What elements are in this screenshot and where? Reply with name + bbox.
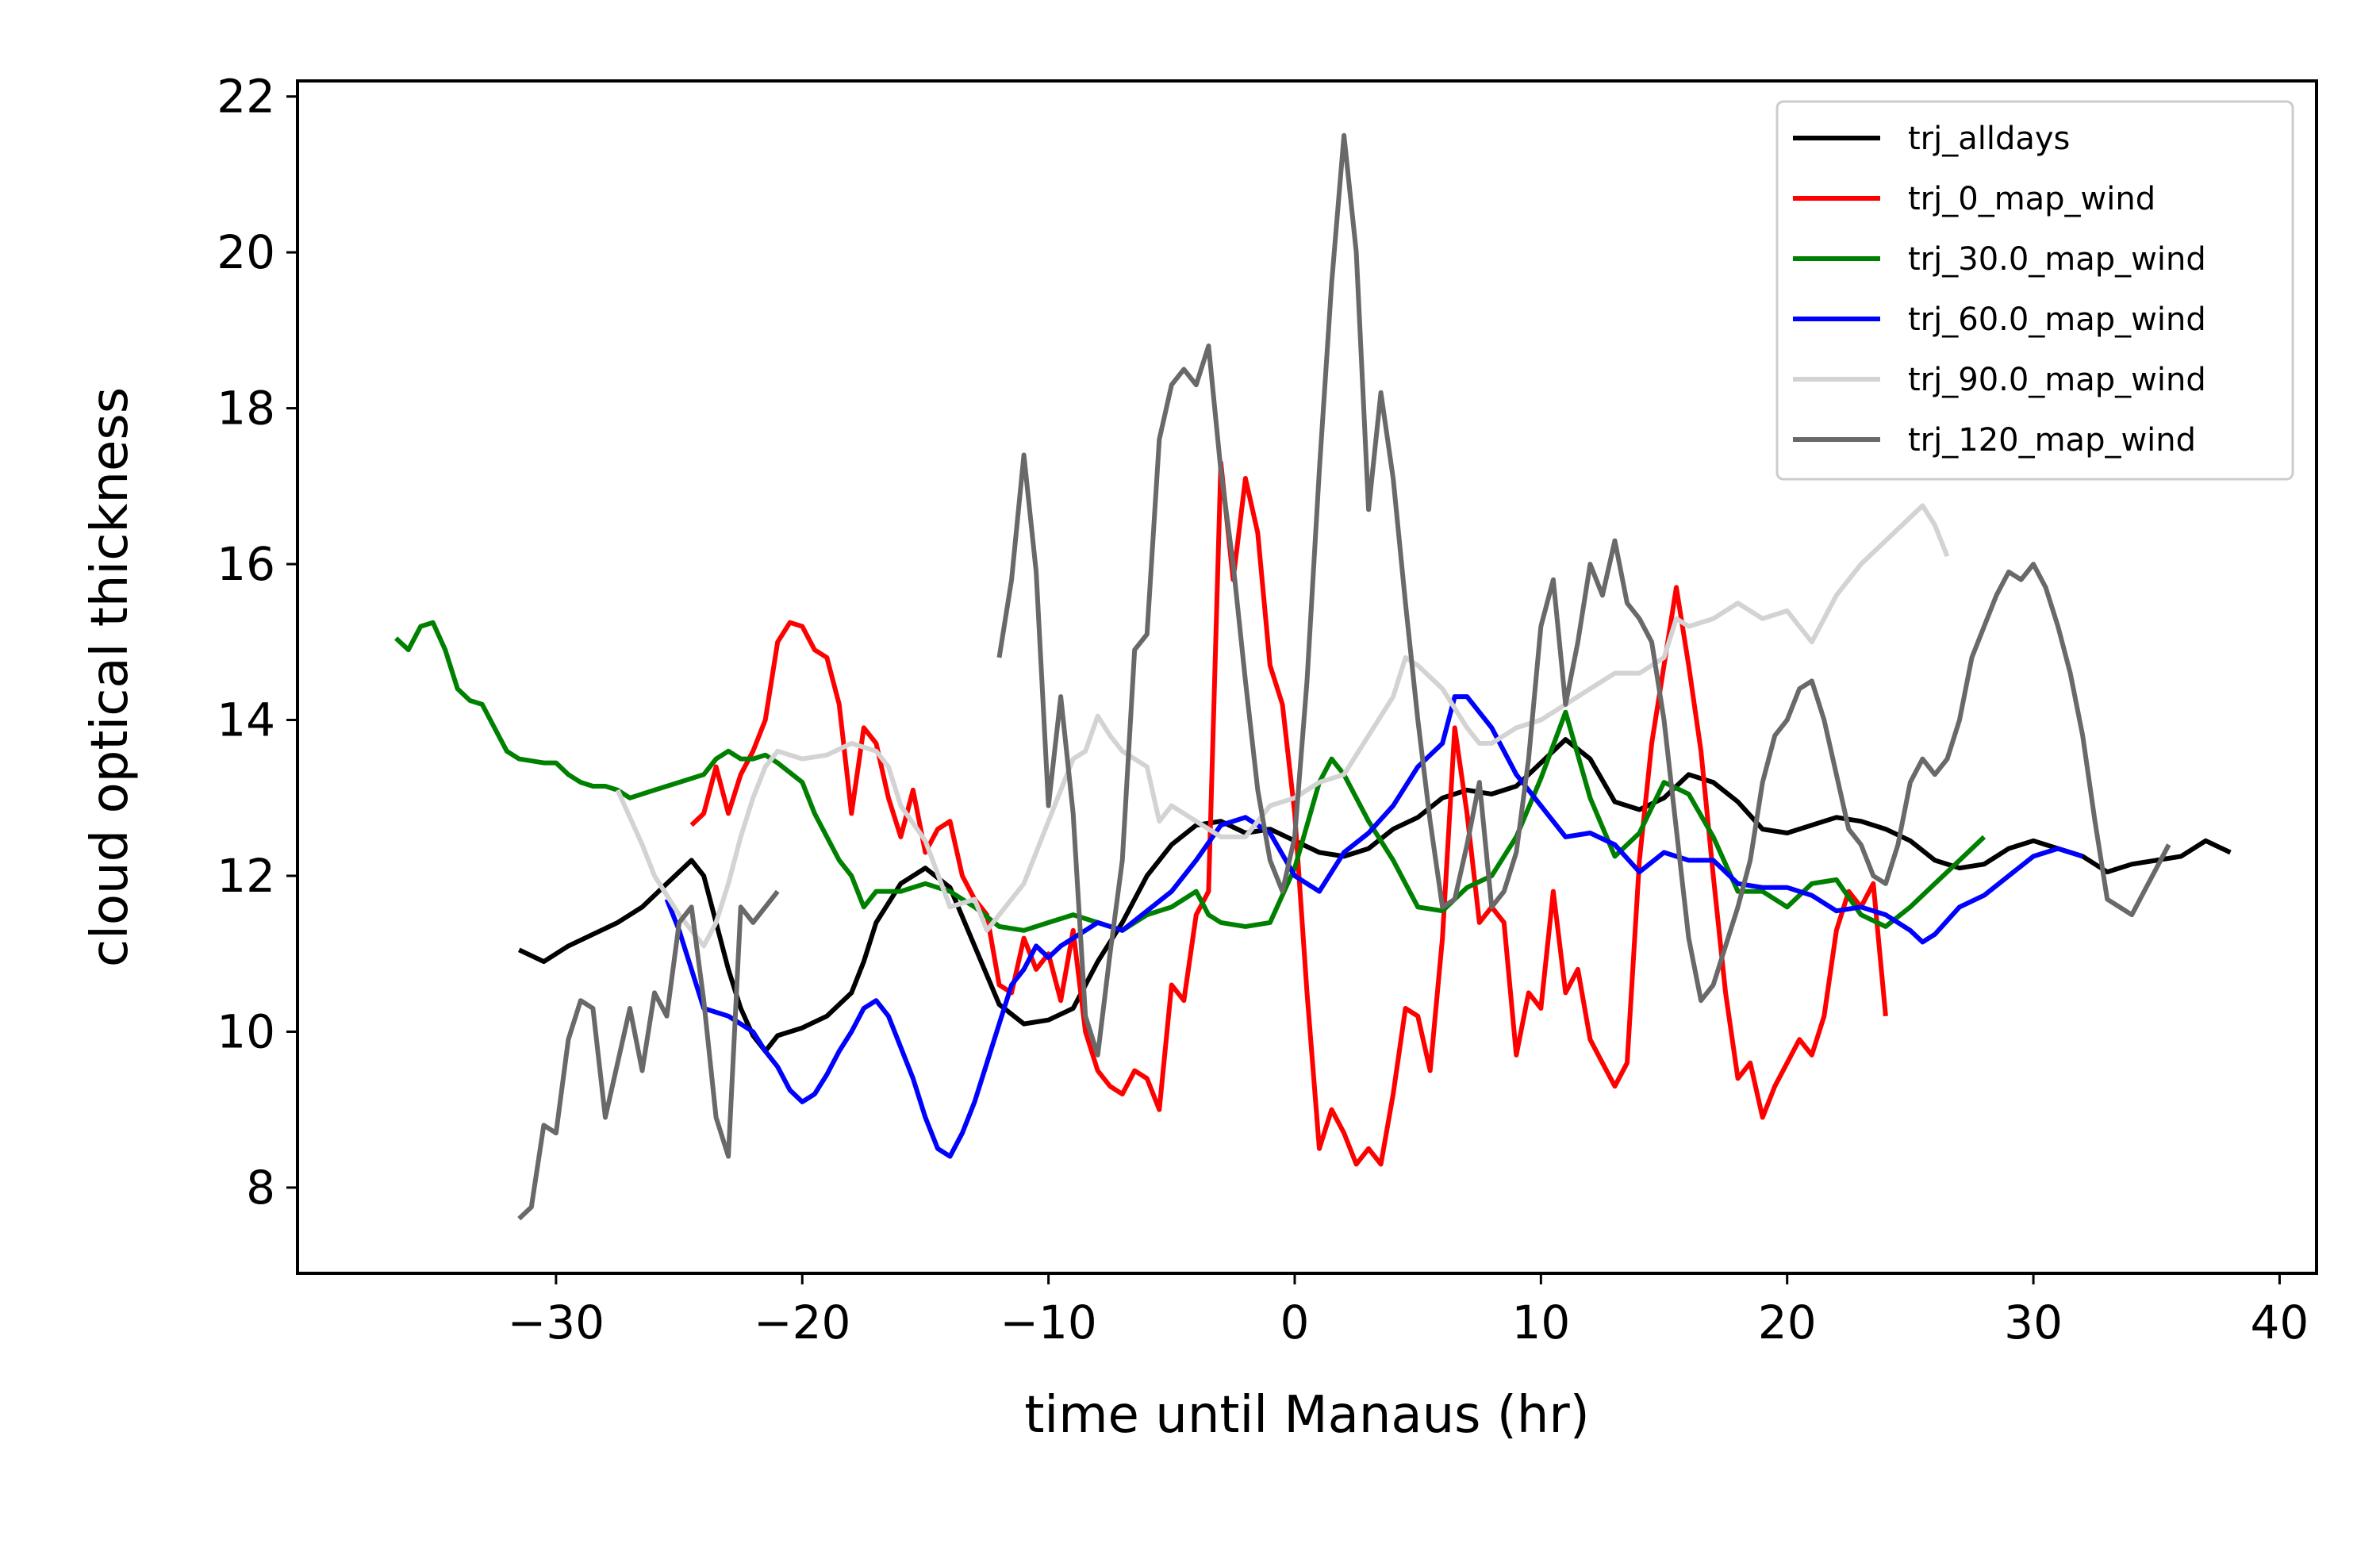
y-tick-label: 14 bbox=[217, 693, 275, 747]
x-axis-label: time until Manaus (hr) bbox=[1024, 1386, 1589, 1445]
x-tick-label: −10 bbox=[1000, 1296, 1096, 1349]
legend-entry-label: trj_30.0_map_wind bbox=[1908, 241, 2206, 278]
legend-entry-label: trj_60.0_map_wind bbox=[1908, 301, 2206, 338]
y-tick-label: 12 bbox=[217, 849, 275, 903]
y-tick-label: 16 bbox=[217, 537, 275, 591]
x-tick-label: 40 bbox=[2251, 1296, 2309, 1349]
x-tick-label: 0 bbox=[1280, 1296, 1310, 1349]
x-tick-label: 20 bbox=[1758, 1296, 1817, 1349]
y-axis-label: cloud optical thickness bbox=[81, 387, 140, 967]
legend-entry-label: trj_120_map_wind bbox=[1908, 422, 2196, 459]
legend-entry-label: trj_alldays bbox=[1908, 121, 2070, 157]
y-tick-label: 8 bbox=[246, 1161, 275, 1215]
plot-frame bbox=[296, 79, 2318, 1275]
x-tick-label: 30 bbox=[2004, 1296, 2063, 1349]
x-axis: −30 −20 −10 0 10 20 30 40 bbox=[508, 1273, 2309, 1349]
series-line-trj-0-map-wind bbox=[689, 460, 1888, 1167]
plot-area bbox=[394, 132, 2232, 1221]
series-line-trj-120-map-wind-part-1 bbox=[517, 889, 780, 1221]
legend-entry-label: trj_0_map_wind bbox=[1908, 181, 2155, 217]
y-axis: 8 10 12 14 16 18 20 22 bbox=[217, 70, 298, 1215]
y-tick-label: 20 bbox=[217, 225, 275, 279]
series-line-trj-30-0-map-wind bbox=[394, 620, 1987, 933]
x-tick-label: −30 bbox=[508, 1296, 605, 1349]
y-tick-label: 22 bbox=[217, 70, 275, 124]
series-line-trj-120-map-wind-part-2 bbox=[996, 132, 2171, 1058]
x-tick-label: −20 bbox=[754, 1296, 850, 1349]
legend: trj_alldays trj_0_map_wind trj_30.0_map_wi… bbox=[1775, 100, 2294, 481]
legend-box bbox=[1775, 100, 2294, 481]
series-line-trj-90-0-map-wind bbox=[615, 503, 1950, 949]
y-tick-label: 18 bbox=[217, 382, 275, 436]
x-tick-label: 10 bbox=[1511, 1296, 1570, 1349]
legend-entry-label: trj_90.0_map_wind bbox=[1908, 362, 2206, 398]
y-tick-label: 10 bbox=[217, 1004, 275, 1058]
series-line-trj-60-0-map-wind bbox=[664, 694, 2084, 1159]
